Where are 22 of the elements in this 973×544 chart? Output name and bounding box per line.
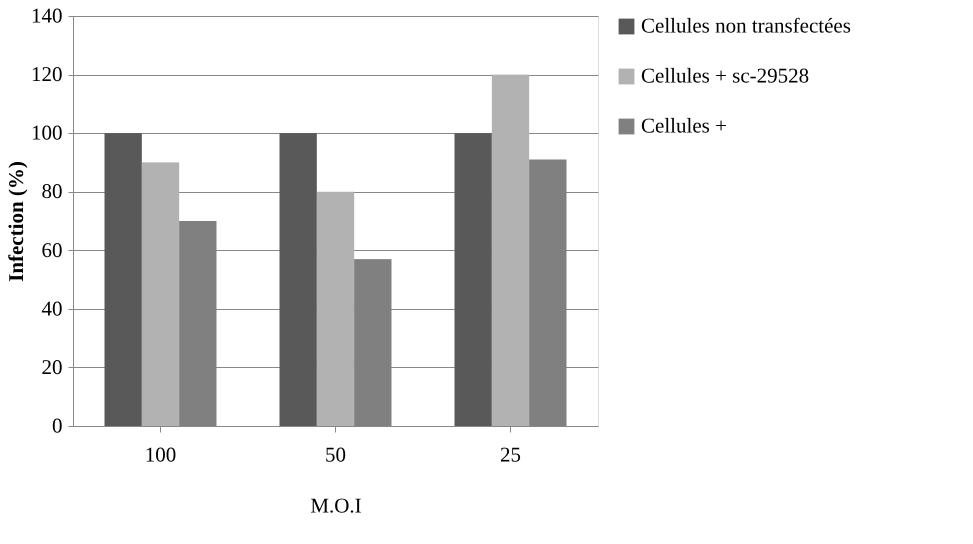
bar bbox=[454, 133, 492, 426]
y-tick-label: 80 bbox=[42, 179, 62, 204]
y-tick-label: 0 bbox=[52, 414, 62, 438]
y-tick-label: 120 bbox=[31, 62, 62, 86]
bar bbox=[142, 162, 180, 426]
legend-label: Cellules + sc-29528 bbox=[641, 64, 810, 88]
bar bbox=[280, 133, 317, 426]
y-tick-label: 140 bbox=[31, 4, 62, 28]
legend-label: Cellules + bbox=[641, 114, 727, 138]
x-tick-label: 100 bbox=[144, 442, 176, 466]
x-tick-label: 25 bbox=[500, 442, 521, 466]
y-tick-label: 40 bbox=[42, 296, 62, 320]
x-axis-title: M.O.I bbox=[310, 494, 362, 518]
x-tick-label: 50 bbox=[325, 442, 346, 466]
y-tick-label: 20 bbox=[42, 354, 62, 379]
legend-label: Cellules non transfectées bbox=[641, 14, 851, 38]
bar bbox=[316, 192, 354, 426]
bar bbox=[492, 74, 530, 426]
y-axis-title: Infection (%) bbox=[4, 161, 28, 282]
y-tick-label: 100 bbox=[31, 120, 62, 145]
y-tick-label: 60 bbox=[42, 238, 62, 262]
bar bbox=[104, 133, 142, 426]
